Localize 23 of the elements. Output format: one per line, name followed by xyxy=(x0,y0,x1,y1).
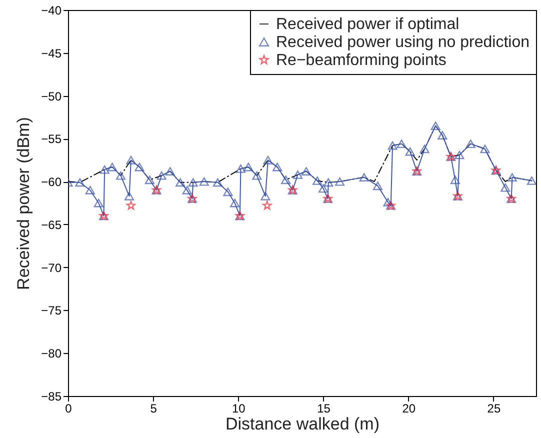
y-tick-label: −65 xyxy=(41,218,62,232)
point xyxy=(126,200,136,210)
x-tick-label: 25 xyxy=(487,402,501,416)
y-tick-label: −45 xyxy=(41,46,62,60)
y-tick-label: −60 xyxy=(41,175,62,190)
y-tick-label: −75 xyxy=(41,304,62,318)
y-tick-label: −50 xyxy=(41,89,62,104)
y-tick-label: −80 xyxy=(41,346,62,361)
x-tick-label: 5 xyxy=(150,402,158,416)
x-tick-label: 10 xyxy=(232,402,246,416)
y-tick-label: −40 xyxy=(41,4,62,18)
point xyxy=(262,200,272,210)
y-tick-label: −85 xyxy=(41,390,62,404)
x-tick-label: 0 xyxy=(65,402,72,416)
legend-label: Received power if optimal xyxy=(276,16,460,33)
y-tick-label: −70 xyxy=(41,260,62,275)
x-tick-label: 20 xyxy=(402,402,416,416)
y-tick-label: −55 xyxy=(41,132,62,146)
legend-label: Re−beamforming points xyxy=(276,52,446,69)
x-tick-label: 15 xyxy=(317,402,331,416)
legend-label: Received power using no prediction xyxy=(276,34,530,51)
x-axis-title: Distance walked (m) xyxy=(226,414,380,434)
y-axis-title: Received power (dBm) xyxy=(14,117,34,290)
